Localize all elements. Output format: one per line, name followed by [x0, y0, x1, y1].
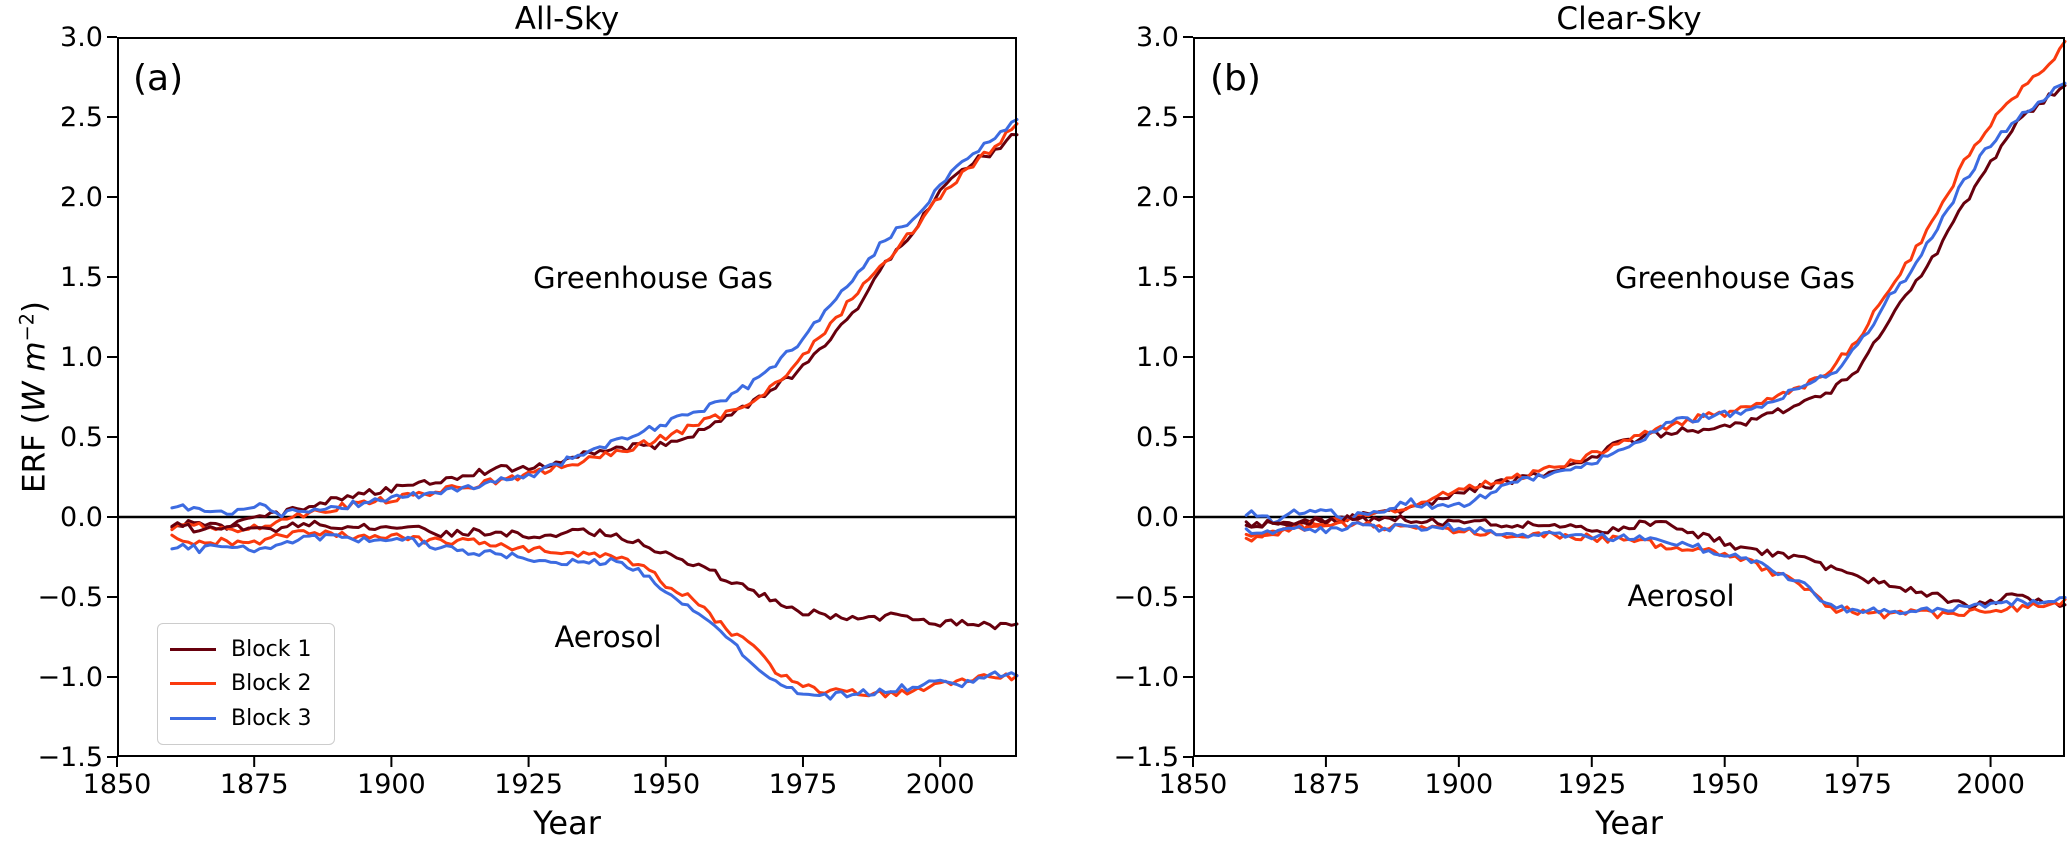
legend-label-block3: Block 3	[231, 706, 312, 732]
y-tick-label: 2.5	[1136, 102, 1179, 133]
y-tick-label: 2.0	[60, 182, 103, 213]
y-tick-label: −1.0	[37, 662, 103, 693]
x-tick-label: 1900	[357, 769, 426, 800]
y-tick-label: −1.0	[1113, 662, 1179, 693]
block2-line-swatch	[170, 682, 216, 686]
x-tick-label: 1950	[631, 769, 701, 800]
panel-b-plot-area	[1183, 36, 2067, 767]
yaxis-label-exponent: −2	[15, 313, 39, 342]
y-tick-label: −0.5	[1113, 582, 1179, 613]
x-tick-label: 1925	[494, 769, 563, 800]
series-line-block-2-greenhouse-gas	[1244, 39, 2067, 543]
x-tick-label: 1850	[1158, 769, 1228, 800]
legend-item-block1: Block 1	[170, 637, 322, 662]
panel-b-ghg-annotation: Greenhouse Gas	[1615, 261, 1855, 295]
x-tick-label: 1975	[1823, 769, 1892, 800]
x-tick-label: 1875	[219, 769, 289, 800]
series-line-block-1-aerosol	[1244, 514, 2067, 609]
y-tick-label: 0.5	[60, 422, 103, 453]
series-line-block-2-aerosol	[1244, 520, 2067, 620]
panel-a-xaxis-label: Year	[533, 804, 601, 842]
x-tick-label: 1925	[1557, 769, 1627, 800]
series-line-block-3-greenhouse-gas	[1244, 81, 2067, 525]
panel-a-letter: (a)	[133, 58, 184, 99]
legend-label-block2: Block 2	[231, 671, 312, 697]
y-tick-label: 1.5	[60, 262, 103, 293]
series-line-block-3-aerosol	[1244, 521, 2067, 616]
panel-a-title: All-Sky	[514, 1, 620, 37]
x-tick-label: 1975	[768, 769, 838, 800]
panel-a-aerosol-annotation: Aerosol	[554, 620, 662, 654]
panel-a-plot-area	[107, 36, 1019, 767]
y-tick-label: 1.5	[1136, 262, 1179, 293]
series-line-block-3-greenhouse-gas	[170, 118, 1019, 519]
series-line-block-1-greenhouse-gas	[1244, 84, 2067, 529]
yaxis-label: ERF (W m−2)	[15, 301, 52, 493]
y-tick-label: 0.5	[1136, 422, 1179, 453]
legend-item-block3: Block 3	[170, 706, 322, 731]
y-tick-label: 3.0	[60, 22, 103, 53]
x-tick-label: 1950	[1690, 769, 1760, 800]
legend-label-block1: Block 1	[231, 636, 312, 662]
axes-spines	[1193, 37, 2065, 757]
block3-line-swatch	[170, 717, 216, 721]
panel-b-title: Clear-Sky	[1556, 1, 1702, 37]
panel-b-xaxis-label: Year	[1595, 804, 1663, 842]
y-tick-label: 1.0	[60, 342, 103, 373]
series-line-block-1-greenhouse-gas	[170, 133, 1019, 531]
y-tick-label: 3.0	[1136, 22, 1179, 53]
legend-item-block2: Block 2	[170, 671, 322, 696]
y-tick-label: −1.5	[37, 742, 103, 773]
series-line-block-2-greenhouse-gas	[170, 122, 1019, 534]
x-tick-label: 1850	[82, 769, 152, 800]
y-tick-label: −0.5	[37, 582, 103, 613]
block1-line-swatch	[170, 647, 216, 651]
y-tick-label: 0.0	[1136, 502, 1179, 533]
panel-b-letter: (b)	[1210, 58, 1261, 99]
x-tick-label: 2000	[905, 769, 975, 800]
series-line-block-3-aerosol	[170, 533, 1019, 701]
y-tick-label: 0.0	[60, 502, 103, 533]
panel-b-aerosol-annotation: Aerosol	[1627, 579, 1735, 613]
y-tick-label: 1.0	[1136, 342, 1179, 373]
panel-a-ghg-annotation: Greenhouse Gas	[533, 261, 773, 295]
x-tick-label: 1875	[1291, 769, 1361, 800]
x-tick-label: 1900	[1424, 769, 1494, 800]
y-tick-label: 2.0	[1136, 182, 1179, 213]
y-tick-label: 2.5	[60, 102, 103, 133]
yaxis-label-suffix: )	[16, 300, 53, 314]
series-line-block-1-aerosol	[170, 519, 1019, 631]
y-tick-label: −1.5	[1113, 742, 1179, 773]
axes-spines	[117, 37, 1017, 757]
legend: Block 1 Block 2 Block 3	[157, 623, 335, 745]
x-tick-label: 2000	[1956, 769, 2025, 800]
